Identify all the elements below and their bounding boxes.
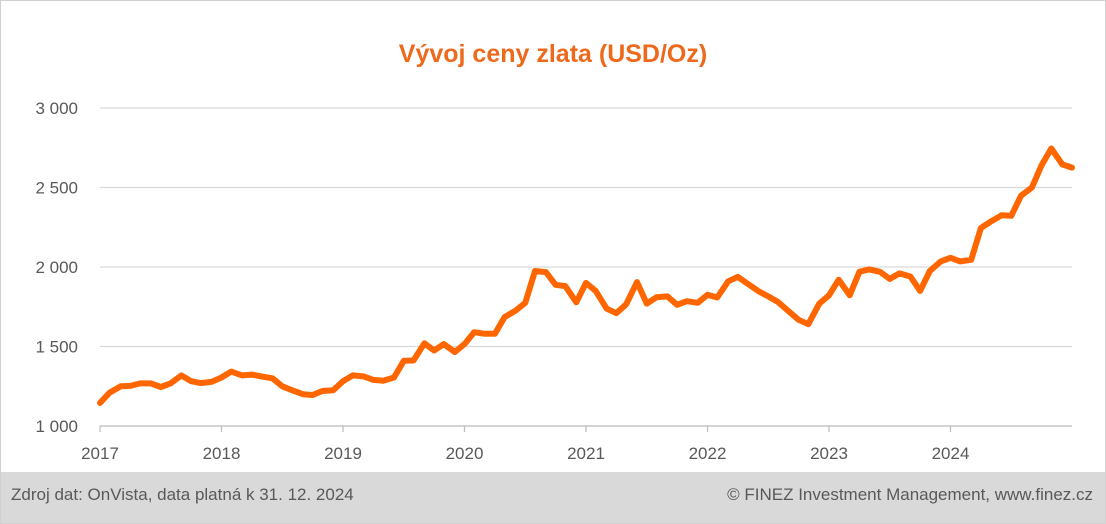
x-axis: 2017 2018 2019 2020 2021 2022 2023 2024: [81, 425, 1072, 463]
chart-title: Vývoj ceny zlata (USD/Oz): [399, 40, 707, 68]
y-tick-label: 2 000: [35, 258, 78, 277]
x-tick-label: 2022: [689, 444, 727, 463]
x-tick-label: 2018: [203, 444, 241, 463]
x-tick-label: 2021: [567, 444, 605, 463]
y-axis: 1 000 1 500 2 000 2 500 3 000: [35, 99, 78, 436]
gold-price-chart: Vývoj ceny zlata (USD/Oz) 1 000 1 500 2 00…: [35, 40, 1075, 463]
y-tick-label: 3 000: [35, 99, 78, 118]
x-tick-label: 2023: [810, 444, 848, 463]
series-layer: [97, 145, 1075, 406]
y-tick-label: 1 000: [35, 417, 78, 436]
copyright-note: © FINEZ Investment Management, www.finez…: [727, 485, 1093, 504]
x-tick-label: 2020: [446, 444, 484, 463]
x-tick-label: 2024: [932, 444, 970, 463]
data-source-note: Zdroj dat: OnVista, data platná k 31. 12…: [11, 485, 354, 504]
x-tick-label: 2019: [324, 444, 362, 463]
footer-bar: Zdroj dat: OnVista, data platná k 31. 12…: [1, 472, 1105, 523]
y-tick-label: 1 500: [35, 338, 78, 357]
y-tick-label: 2 500: [35, 179, 78, 198]
gold-price-line: [97, 145, 1075, 406]
grid-lines: [100, 107, 1072, 427]
x-tick-label: 2017: [81, 444, 119, 463]
